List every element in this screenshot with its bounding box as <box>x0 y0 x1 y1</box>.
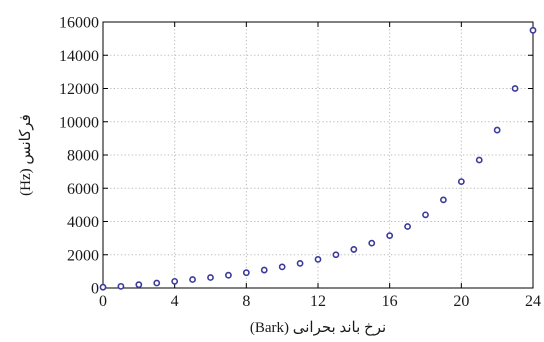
data-point <box>422 211 429 219</box>
y-tick-label: 6000 <box>67 181 99 198</box>
y-tick-label: 10000 <box>59 114 99 131</box>
data-point <box>189 276 196 283</box>
y-axis-label: (Hz) فرکانس <box>18 114 34 196</box>
x-tick-label: 24 <box>525 293 541 310</box>
data-point <box>529 26 537 34</box>
data-points <box>99 26 537 291</box>
data-point <box>171 277 179 285</box>
y-tick-label: 4000 <box>67 214 99 231</box>
x-tick-label: 12 <box>310 293 326 310</box>
y-tick-label: 16000 <box>59 15 99 32</box>
axis-ticks: 0 4 8 12 16 20 24 0 2000 4000 6000 8000 10000 12000 14… <box>59 15 541 311</box>
data-point <box>332 251 340 259</box>
y-tick-label: 2000 <box>67 247 99 264</box>
y-tick-label: 12000 <box>59 81 99 98</box>
x-tick-label: 16 <box>382 293 398 310</box>
data-point <box>135 281 143 289</box>
x-tick-label: 0 <box>99 293 107 310</box>
data-point <box>314 256 322 263</box>
data-point <box>457 178 465 185</box>
x-tick-label: 20 <box>453 293 469 310</box>
x-tick-label: 8 <box>242 293 250 310</box>
y-tick-label: 8000 <box>67 148 99 165</box>
data-point <box>368 239 376 247</box>
y-tick-label: 14000 <box>59 48 99 65</box>
data-point <box>99 283 107 291</box>
data-point <box>225 271 232 279</box>
data-point <box>278 263 286 271</box>
data-point <box>153 279 161 287</box>
data-point <box>350 246 358 253</box>
x-tick-label: 4 <box>171 293 179 310</box>
data-point <box>386 232 394 240</box>
data-point <box>296 259 304 267</box>
data-point <box>475 156 483 164</box>
data-point <box>511 85 519 92</box>
data-point <box>117 282 125 290</box>
data-point <box>260 266 268 274</box>
x-axis-label: (Bark) نرخ باند بحرانی <box>250 320 386 336</box>
grid <box>102 21 534 289</box>
data-point <box>242 269 250 277</box>
y-tick-label: 0 <box>91 281 99 298</box>
data-point <box>440 196 447 204</box>
data-point <box>404 223 411 230</box>
data-point <box>207 274 214 281</box>
data-point <box>493 126 501 134</box>
